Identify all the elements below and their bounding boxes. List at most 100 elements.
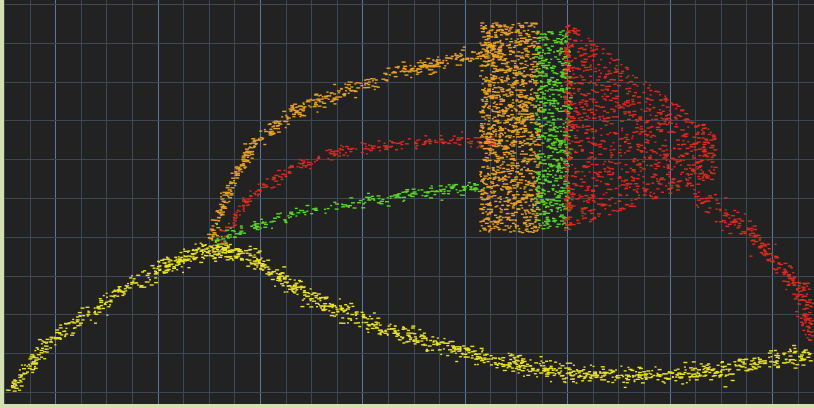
data-point-yellow: [397, 334, 400, 337]
data-point-red: [564, 168, 568, 170]
data-point-yellow: [803, 358, 807, 360]
data-point-yellow: [749, 363, 753, 365]
data-point-yellow: [222, 246, 225, 249]
data-point-yellow: [296, 289, 299, 291]
data-point-red: [612, 110, 616, 113]
data-point-orange: [498, 178, 503, 180]
data-point-green: [554, 56, 558, 58]
data-point-orange: [346, 84, 351, 86]
data-point-green: [567, 190, 571, 192]
data-point-orange: [488, 79, 491, 82]
data-point-red: [242, 197, 245, 199]
data-point-red: [271, 178, 275, 181]
data-point-orange: [510, 86, 514, 88]
data-point-orange: [489, 133, 494, 135]
data-point-yellow: [117, 286, 122, 288]
data-point-yellow: [351, 305, 355, 308]
data-point-red: [565, 112, 569, 114]
data-point-orange: [538, 223, 541, 225]
data-point-green: [549, 147, 553, 150]
data-point-green: [548, 128, 553, 130]
data-point-green: [544, 180, 549, 182]
data-point-yellow: [658, 374, 663, 376]
data-point-yellow: [549, 365, 553, 367]
plot-viewport[interactable]: [4, 0, 814, 404]
data-point-red: [625, 183, 630, 185]
data-point-yellow: [702, 375, 707, 377]
data-point-yellow: [62, 330, 67, 333]
data-point-orange: [531, 182, 534, 185]
data-point-yellow: [15, 387, 19, 389]
data-point-yellow: [105, 292, 108, 294]
data-point-green: [225, 229, 230, 231]
data-point-yellow: [292, 285, 297, 287]
data-point-yellow: [240, 250, 244, 253]
data-point-orange: [513, 81, 518, 83]
data-point-green: [539, 33, 544, 35]
data-point-orange: [512, 116, 516, 118]
data-point-red: [238, 214, 241, 216]
data-point-yellow: [775, 360, 778, 362]
data-point-yellow: [164, 262, 167, 264]
data-point-yellow: [192, 248, 195, 251]
data-point-green: [558, 61, 562, 63]
data-point-yellow: [159, 268, 162, 270]
data-point-orange: [506, 225, 509, 227]
data-point-green: [546, 121, 551, 123]
data-point-yellow: [450, 345, 455, 347]
data-point-orange: [511, 207, 515, 209]
data-point-orange: [481, 48, 485, 50]
data-point-orange: [484, 183, 488, 185]
data-point-red: [621, 180, 624, 182]
data-point-red: [583, 66, 588, 69]
data-point-orange: [488, 211, 493, 213]
data-point-green: [566, 55, 569, 57]
data-point-yellow: [582, 377, 585, 380]
data-point-green: [539, 213, 543, 215]
data-point-orange: [485, 114, 489, 116]
data-point-yellow: [538, 363, 541, 365]
data-point-yellow: [801, 359, 806, 361]
data-point-orange: [533, 26, 536, 28]
data-point-orange: [218, 213, 221, 215]
data-point-red: [689, 146, 694, 148]
data-point-green: [543, 132, 548, 134]
data-point-green: [535, 121, 538, 123]
data-point-orange: [211, 235, 215, 238]
data-point-yellow: [125, 285, 130, 287]
data-point-orange: [510, 31, 514, 34]
data-point-red: [570, 67, 574, 69]
data-point-yellow: [782, 362, 787, 364]
data-point-yellow: [400, 336, 402, 338]
data-point-orange: [292, 115, 296, 118]
data-point-yellow: [470, 351, 475, 353]
data-point-orange: [522, 159, 527, 161]
data-point-yellow: [194, 243, 197, 245]
data-point-orange: [358, 82, 362, 84]
data-point-yellow: [396, 332, 401, 335]
data-point-orange: [521, 121, 525, 123]
data-point-orange: [479, 141, 483, 144]
data-point-orange: [514, 74, 518, 77]
data-point-yellow: [201, 243, 203, 246]
scatter-plot[interactable]: [4, 0, 814, 404]
data-point-yellow: [457, 350, 462, 352]
data-point-orange: [487, 127, 491, 129]
data-point-red: [695, 161, 700, 163]
data-point-red: [623, 184, 626, 186]
data-point-yellow: [82, 314, 85, 317]
data-point-green: [566, 169, 569, 171]
data-point-orange: [528, 144, 532, 146]
data-point-orange: [485, 160, 489, 162]
data-point-yellow: [683, 361, 688, 364]
data-point-orange: [502, 100, 506, 102]
data-point-orange: [482, 28, 485, 31]
data-point-orange: [419, 66, 424, 68]
data-point-orange: [316, 98, 321, 100]
data-point-orange: [500, 189, 504, 191]
data-point-green: [373, 199, 376, 201]
data-point-green: [548, 145, 550, 147]
data-point-orange: [483, 55, 486, 57]
data-point-green: [421, 194, 424, 197]
data-point-orange: [512, 198, 517, 200]
